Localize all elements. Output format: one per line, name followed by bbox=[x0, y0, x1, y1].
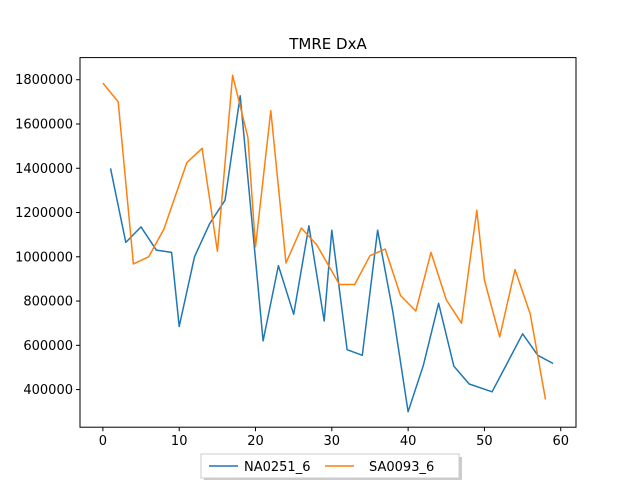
x-tick-label: 30 bbox=[324, 434, 341, 449]
x-tick-label: 20 bbox=[247, 434, 264, 449]
y-tick-label: 400000 bbox=[23, 383, 73, 398]
y-axis: 400000 600000 800000 1000000 1200000 1400000 1… bbox=[15, 73, 80, 398]
plot-area bbox=[102, 74, 554, 413]
x-axis: 0 10 20 30 40 50 60 bbox=[99, 427, 569, 449]
y-tick-label: 1200000 bbox=[15, 206, 73, 221]
series-line-na0251-6 bbox=[109, 94, 554, 413]
legend: NA0251_6 SA0093_6 bbox=[200, 453, 462, 480]
y-tick-label: 800000 bbox=[23, 295, 73, 310]
x-tick-label: 10 bbox=[171, 434, 188, 449]
y-tick-label: 1000000 bbox=[15, 250, 73, 265]
y-tick-label: 1800000 bbox=[15, 73, 73, 88]
x-tick-label: 60 bbox=[552, 434, 569, 449]
legend-label-na0251-6: NA0251_6 bbox=[244, 460, 310, 475]
chart-title: TMRE DxA bbox=[288, 35, 367, 53]
plot-frame bbox=[79, 57, 577, 428]
x-tick-label: 0 bbox=[99, 434, 107, 449]
x-tick-label: 40 bbox=[400, 434, 417, 449]
x-tick-label: 50 bbox=[476, 434, 493, 449]
legend-label-sa0093-6: SA0093_6 bbox=[369, 460, 434, 475]
series-line-sa0093-6 bbox=[102, 74, 547, 400]
y-tick-label: 600000 bbox=[23, 339, 73, 354]
y-tick-label: 1400000 bbox=[15, 162, 73, 177]
y-tick-label: 1600000 bbox=[15, 117, 73, 132]
